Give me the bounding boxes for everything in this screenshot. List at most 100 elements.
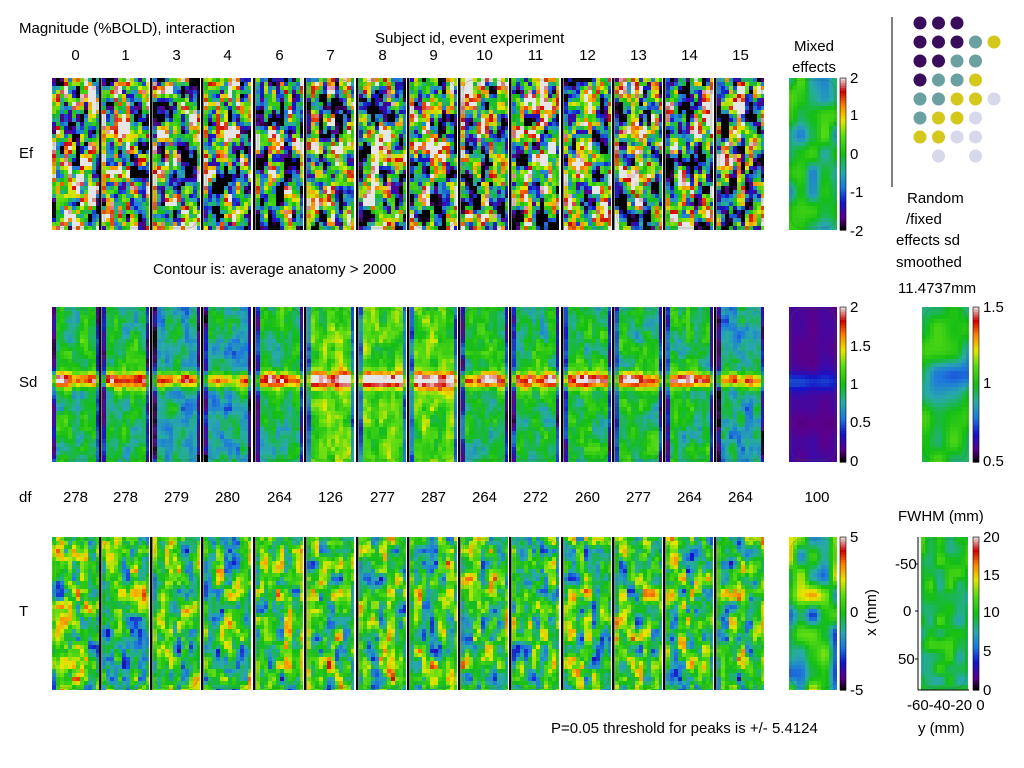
df-value: 278 (42, 489, 109, 506)
colorbar-tick-label: 1 (983, 375, 991, 392)
anatomy-contour (462, 79, 507, 229)
panel-separator (99, 537, 102, 690)
panel-separator (356, 78, 359, 230)
anatomy-contour (154, 538, 199, 689)
fwhm-xticks: -60-40-20 0 (907, 697, 985, 714)
panel-separator (509, 78, 512, 230)
figure-subtitle: Subject id, event experiment (375, 30, 564, 47)
anatomy-contour (308, 79, 353, 229)
subject-id-10: 10 (451, 47, 518, 64)
design-dot (913, 73, 927, 87)
anatomy-contour (53, 79, 98, 229)
df-value: 280 (194, 489, 261, 506)
rf-label-line3: effects sd (896, 232, 960, 249)
heatmap-mixed-effects-t (789, 537, 837, 690)
anatomy-contour (565, 538, 610, 689)
figure-title: Magnitude (%BOLD), interaction (19, 20, 235, 37)
anatomy-contour (790, 308, 836, 461)
panel-separator (407, 78, 410, 230)
colorbar-tick-label: 0.5 (850, 414, 871, 431)
heatmap-cell-t-subject-8 (359, 537, 406, 690)
heatmap-cell-t-subject-12 (564, 537, 611, 690)
anatomy-contour (667, 79, 712, 229)
colorbar-tick-label: 2 (850, 299, 858, 316)
heatmap-cell-ef-subject-3 (153, 78, 200, 230)
design-dot (969, 111, 982, 125)
colorbar-tick-label: 5 (850, 529, 858, 546)
heatmap-cell-sd-subject-1 (102, 307, 149, 462)
design-dot (913, 16, 927, 30)
panel-separator (458, 537, 461, 690)
heatmap-cell-ef-subject-6 (256, 78, 303, 230)
colorbar-ef (839, 77, 847, 231)
mixed-effects-label-line2: effects (780, 59, 848, 76)
subject-id-3: 3 (143, 47, 210, 64)
colorbar-tick-label: 10 (983, 604, 1000, 621)
anatomy-contour (718, 538, 763, 689)
heatmap-cell-t-subject-0 (52, 537, 99, 690)
colorbar-tick-label: 15 (983, 567, 1000, 584)
subject-id-12: 12 (554, 47, 621, 64)
colorbar-fwhm (972, 536, 980, 691)
heatmap-fwhm (921, 537, 968, 690)
df-value: 287 (400, 489, 467, 506)
panel-separator (253, 78, 256, 230)
anatomy-contour (308, 308, 353, 461)
panel-separator (663, 78, 666, 230)
panel-separator (304, 537, 307, 690)
anatomy-contour (53, 538, 98, 689)
design-dot (932, 130, 945, 144)
heatmap-cell-sd-subject-14 (666, 307, 713, 462)
anatomy-contour (103, 308, 148, 461)
heatmap-mixed-effects-ef (789, 78, 837, 230)
panel-separator (99, 307, 102, 462)
anatomy-contour (565, 308, 610, 461)
colorbar-tick-label: 0 (850, 604, 858, 621)
mixed-effects-label-line1: Mixed (780, 38, 848, 55)
design-dot (950, 130, 964, 144)
panel-separator (150, 537, 153, 690)
df-value: 278 (92, 489, 159, 506)
panel-separator (407, 537, 410, 690)
heatmap-cell-ef-subject-12 (564, 78, 611, 230)
colorbar-tick-label: 1.5 (850, 338, 871, 355)
rf-label-line5: 11.4737mm (898, 280, 976, 297)
design-dot (932, 149, 945, 163)
anatomy-contour (616, 308, 661, 461)
subject-id-11: 11 (502, 47, 569, 64)
colorbar-tick-label: 0 (983, 682, 991, 699)
anatomy-contour (790, 79, 836, 229)
anatomy-contour (360, 308, 405, 461)
panel-separator (714, 537, 717, 690)
heatmap-cell-ef-subject-13 (615, 78, 662, 230)
anatomy-contour (718, 308, 763, 461)
anatomy-contour (462, 538, 507, 689)
design-dot (950, 92, 964, 106)
heatmap-cell-sd-subject-11 (512, 307, 559, 462)
design-dot (987, 92, 1001, 106)
design-dot (969, 130, 982, 144)
rf-label-line4: smoothed (896, 254, 962, 271)
df-value: 277 (605, 489, 672, 506)
heatmap-cell-ef-subject-11 (512, 78, 559, 230)
panel-separator (150, 307, 153, 462)
df-value: 264 (656, 489, 723, 506)
fwhm-title: FWHM (mm) (898, 508, 984, 525)
panel-separator (509, 537, 512, 690)
anatomy-contour (616, 538, 661, 689)
heatmap-cell-sd-subject-15 (717, 307, 764, 462)
anatomy-contour (513, 79, 558, 229)
panel-separator (663, 537, 666, 690)
heatmap-cell-t-subject-7 (307, 537, 354, 690)
panel-separator (663, 307, 666, 462)
design-dot (913, 111, 927, 125)
subject-id-9: 9 (400, 47, 467, 64)
design-dot (932, 35, 945, 49)
colorbar-tick-label: 20 (983, 529, 1000, 546)
design-dot (950, 16, 964, 30)
anatomy-contour (790, 538, 836, 689)
subject-id-7: 7 (297, 47, 364, 64)
panel-separator (304, 78, 307, 230)
design-dot (932, 111, 945, 125)
design-dot (913, 35, 927, 49)
